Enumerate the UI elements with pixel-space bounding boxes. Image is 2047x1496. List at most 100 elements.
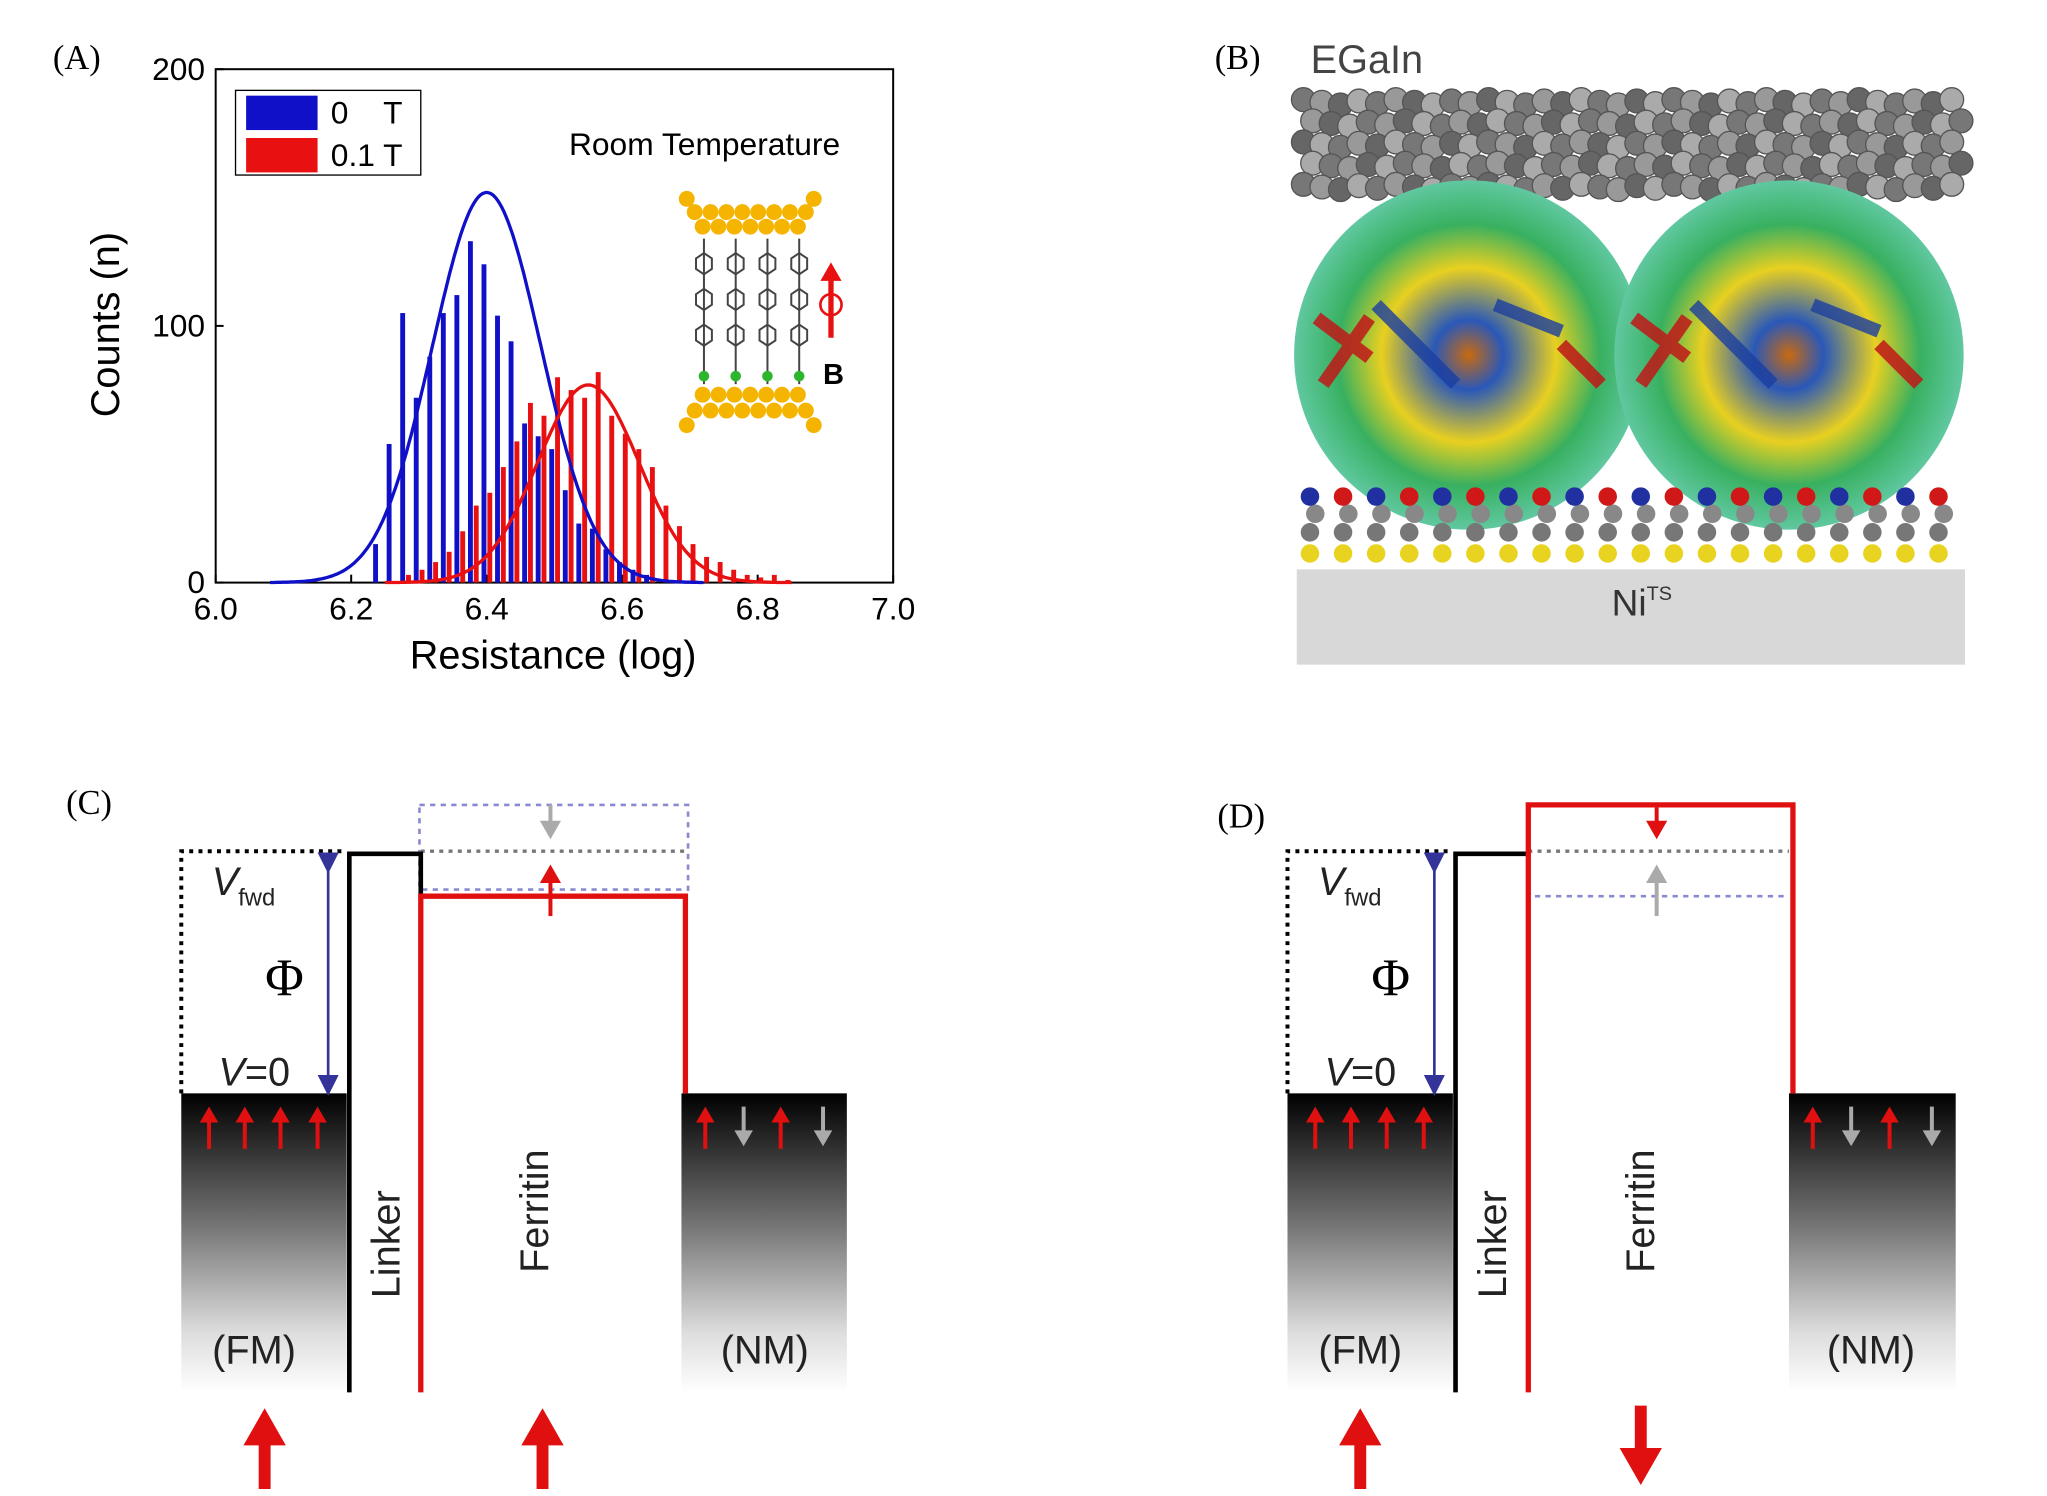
atom bbox=[1466, 487, 1485, 506]
y-tick-label: 100 bbox=[152, 307, 205, 343]
atom bbox=[1896, 487, 1915, 506]
ferritin-label: Ferritin bbox=[1619, 1149, 1663, 1272]
energy-diagram-c bbox=[179, 803, 847, 1489]
atom bbox=[1769, 504, 1788, 524]
atom bbox=[1532, 487, 1551, 506]
atom bbox=[1929, 523, 1948, 542]
legend-swatch bbox=[246, 138, 318, 173]
x-tick-label: 7.0 bbox=[871, 591, 915, 627]
atom bbox=[1333, 544, 1353, 563]
atom bbox=[1934, 504, 1954, 524]
substrate-sup: TS bbox=[1647, 583, 1672, 605]
atom bbox=[1366, 544, 1386, 563]
bar bbox=[636, 449, 642, 583]
atom bbox=[1664, 487, 1684, 506]
bar bbox=[454, 295, 460, 583]
bar bbox=[758, 577, 764, 583]
atom bbox=[1736, 504, 1755, 524]
bar bbox=[649, 467, 655, 583]
label: V=0 bbox=[1325, 1050, 1397, 1094]
atom bbox=[1730, 523, 1750, 542]
metal-atom bbox=[1948, 150, 1974, 176]
atom bbox=[1399, 487, 1419, 506]
y-tick-label: 200 bbox=[152, 51, 205, 87]
atom bbox=[1829, 544, 1849, 563]
y-tick-label: 0 bbox=[187, 564, 205, 600]
panel-label: (D) bbox=[1217, 797, 1265, 835]
panel-label: (C) bbox=[66, 784, 112, 822]
atom bbox=[1300, 523, 1320, 542]
atom bbox=[1333, 487, 1353, 506]
metal-atom bbox=[1939, 171, 1965, 197]
atom bbox=[1466, 523, 1485, 542]
atom bbox=[1697, 487, 1717, 506]
bar bbox=[500, 467, 506, 583]
bar bbox=[467, 241, 473, 583]
atom bbox=[1796, 523, 1816, 542]
annotation: Room Temperature bbox=[569, 126, 840, 162]
atom bbox=[1366, 487, 1386, 506]
atom bbox=[1636, 504, 1656, 524]
atom bbox=[1433, 523, 1452, 542]
bar bbox=[630, 569, 636, 583]
bar bbox=[595, 372, 601, 583]
atom bbox=[1763, 544, 1783, 563]
atom bbox=[1433, 544, 1452, 563]
v-symbol: V bbox=[1325, 1050, 1355, 1094]
atom bbox=[1929, 544, 1948, 563]
legend-label: 0 T bbox=[331, 94, 403, 130]
substrate-label: NiTS bbox=[1612, 582, 1672, 624]
bar bbox=[473, 505, 479, 583]
v-symbol: V bbox=[1318, 860, 1348, 904]
bar bbox=[373, 544, 379, 583]
bar bbox=[582, 397, 588, 583]
atom bbox=[1565, 523, 1584, 542]
atom bbox=[1863, 487, 1882, 506]
atom bbox=[1499, 523, 1518, 542]
atom bbox=[1702, 504, 1722, 524]
metal-atom bbox=[1939, 87, 1965, 113]
atom bbox=[1499, 544, 1518, 563]
atom bbox=[1471, 504, 1490, 524]
atom bbox=[1433, 487, 1452, 506]
linker-label: Linker bbox=[365, 1190, 409, 1298]
fit-curve bbox=[269, 190, 704, 585]
nm-label: (NM) bbox=[721, 1328, 809, 1372]
v-sub: fwd bbox=[1344, 884, 1381, 911]
atom bbox=[1532, 544, 1551, 563]
atom bbox=[1570, 504, 1590, 524]
bar bbox=[731, 569, 737, 583]
atom bbox=[1405, 504, 1424, 524]
phi: Φ bbox=[265, 949, 304, 1007]
label: V=0 bbox=[218, 1050, 290, 1094]
legend-swatch bbox=[246, 95, 318, 131]
x-axis-label: Resistance (log) bbox=[410, 634, 697, 678]
bar bbox=[406, 574, 411, 583]
atom bbox=[1664, 523, 1684, 542]
v-symbol: V bbox=[218, 1050, 248, 1094]
energy-diagram-d bbox=[1285, 802, 1956, 1489]
bar bbox=[690, 544, 696, 583]
atom bbox=[1532, 523, 1551, 542]
atom bbox=[1603, 504, 1623, 524]
v-sub: fwd bbox=[238, 884, 275, 911]
atom bbox=[1399, 544, 1419, 563]
atom bbox=[1863, 544, 1882, 563]
protein-illustration bbox=[1290, 87, 1974, 665]
fm-label: (FM) bbox=[212, 1328, 296, 1372]
atom bbox=[1565, 544, 1584, 563]
electrode-label: EGaIn bbox=[1311, 38, 1424, 82]
atom bbox=[1339, 504, 1358, 524]
atom bbox=[1697, 523, 1717, 542]
v-zero: =0 bbox=[1351, 1050, 1396, 1094]
atom bbox=[1306, 504, 1325, 524]
substrate-text: Ni bbox=[1612, 582, 1647, 624]
label: Vfwd bbox=[1318, 860, 1382, 912]
v-zero: =0 bbox=[245, 1050, 290, 1094]
atom bbox=[1499, 487, 1518, 506]
atom bbox=[1929, 487, 1948, 506]
bar bbox=[576, 523, 582, 583]
bar bbox=[508, 341, 514, 583]
bar bbox=[386, 443, 392, 583]
